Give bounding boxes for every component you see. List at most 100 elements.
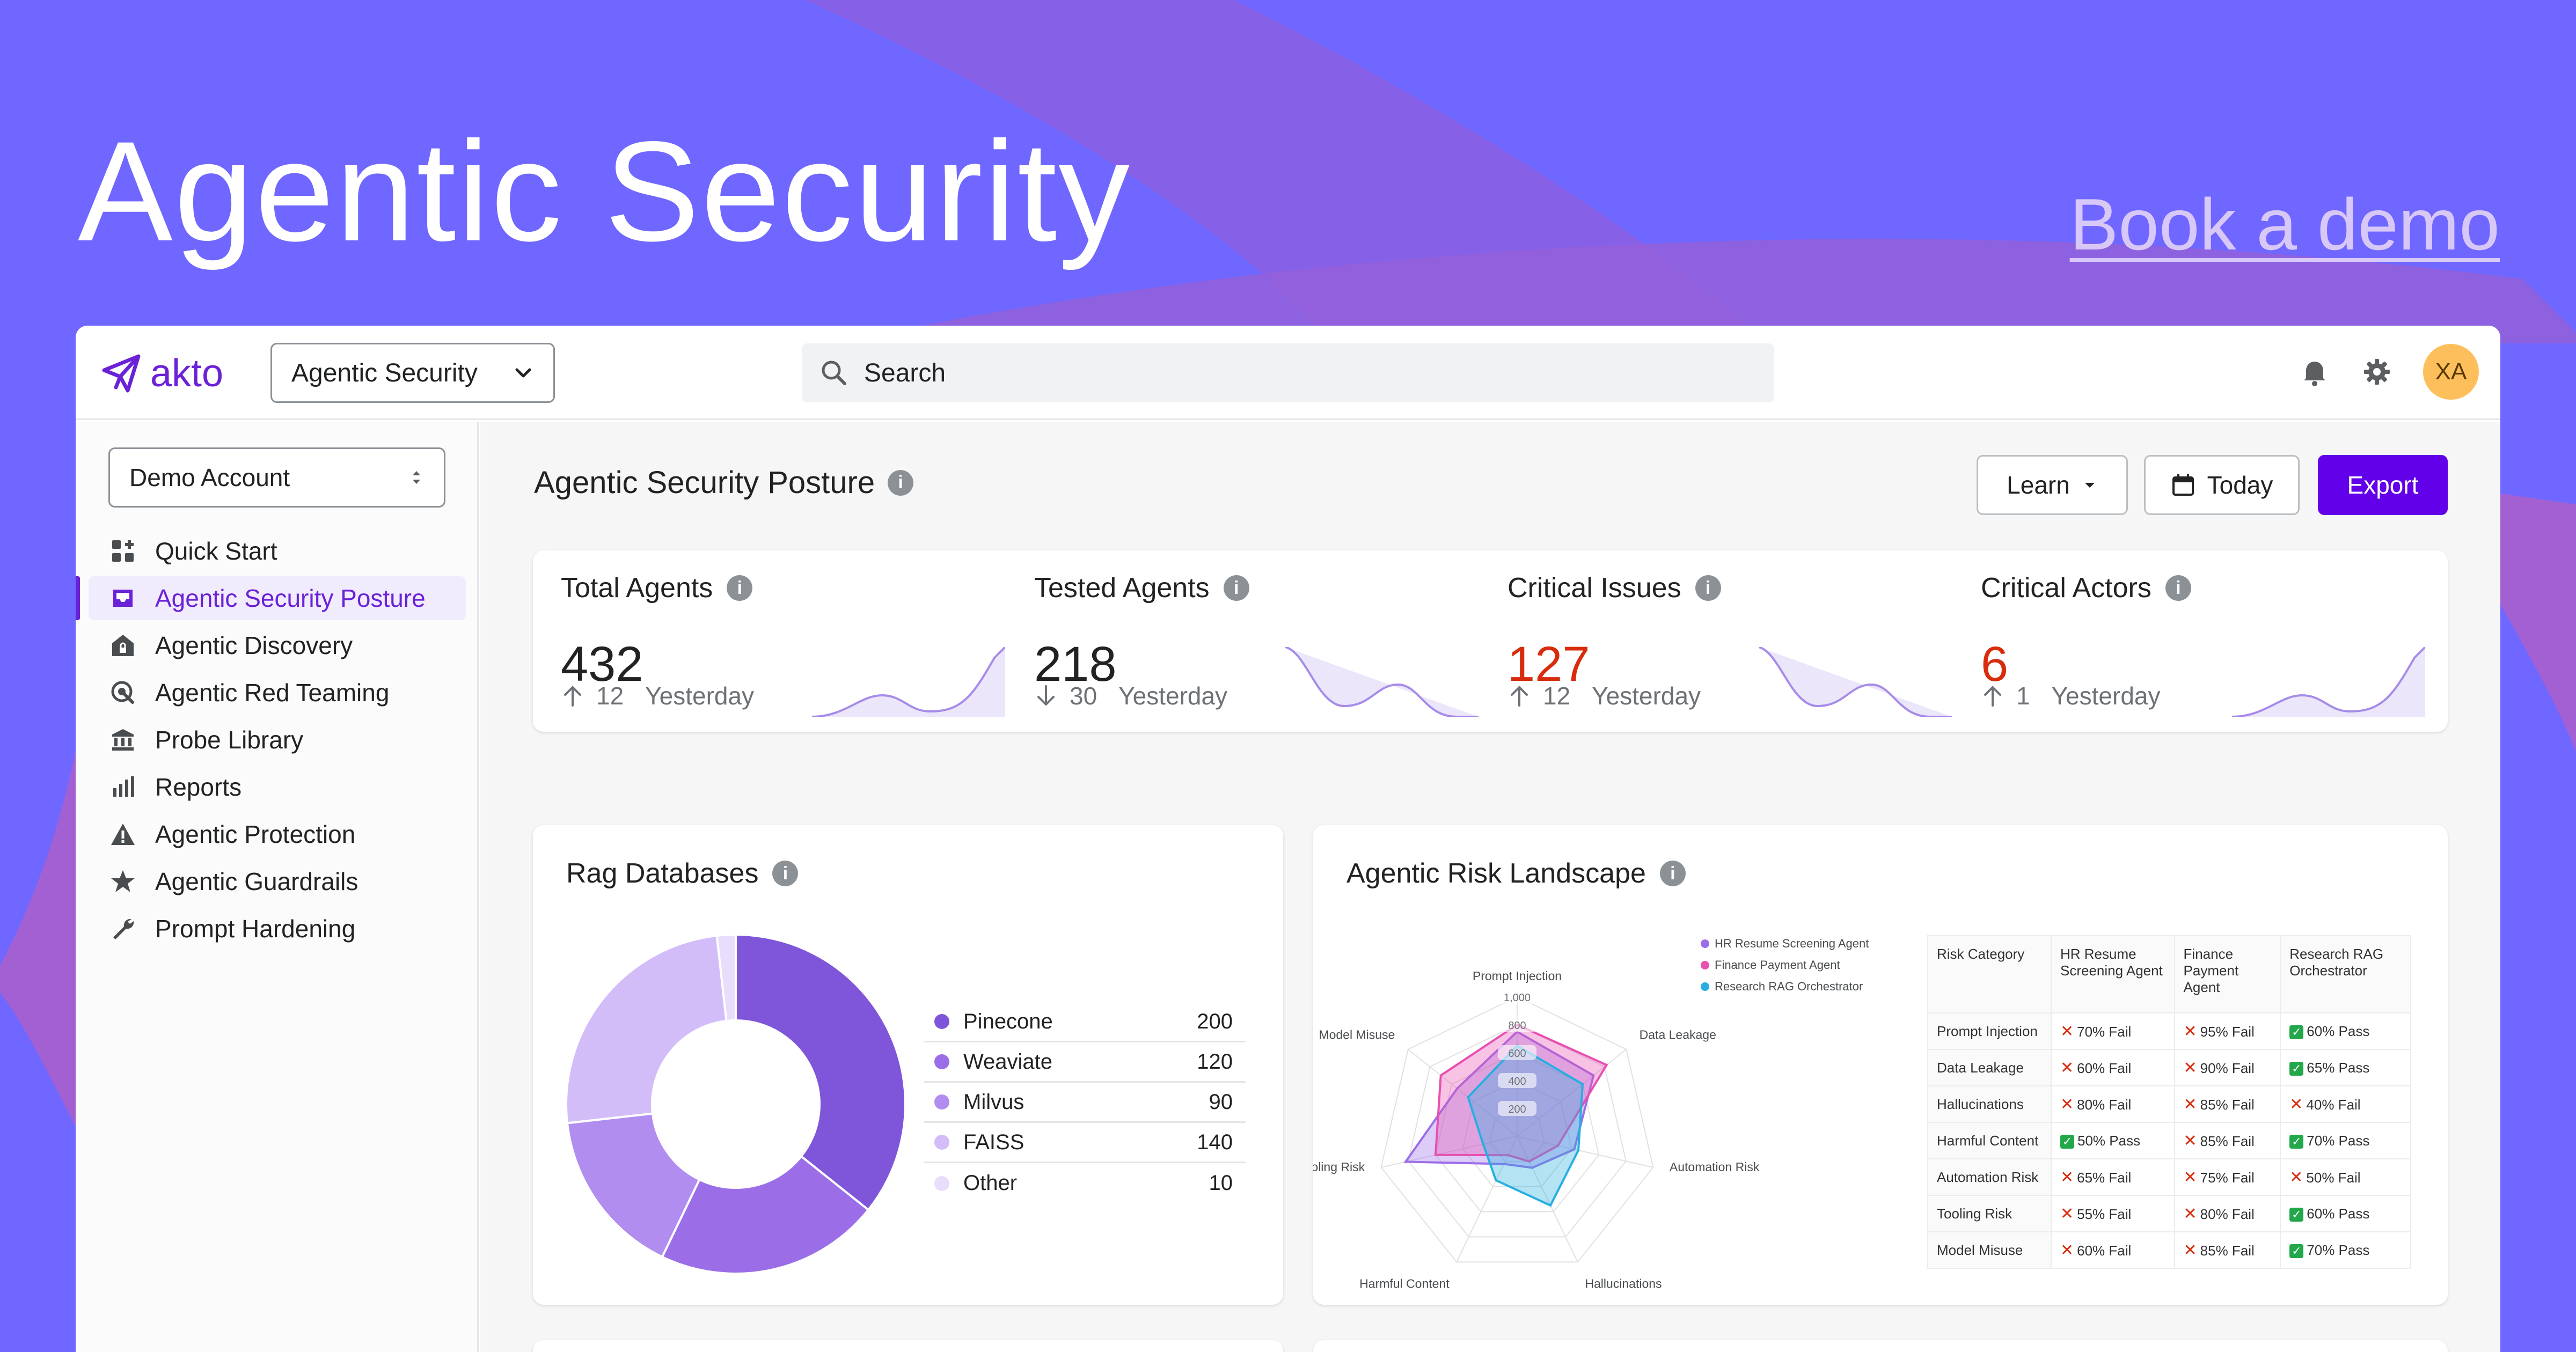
stat-critical-actors: Critical Actors i 6 1 Yesterday — [1953, 550, 2425, 732]
sidebar-item-agentic-security-posture[interactable]: Agentic Security Posture — [76, 576, 466, 620]
legend-value: 140 — [1197, 1130, 1233, 1154]
stat-delta-period: Yesterday — [1118, 682, 1228, 710]
arrow-up-icon — [564, 686, 581, 707]
info-icon[interactable]: i — [1659, 861, 1686, 886]
fail-x-icon: ✕ — [2289, 1168, 2303, 1186]
radar-spoke — [1408, 1049, 1518, 1137]
card-title: Rag Databases i — [566, 857, 799, 890]
risk-result-cell: ✓ 65% Pass — [2280, 1049, 2411, 1086]
radar-spoke — [1517, 1136, 1653, 1168]
risk-result-text: 70% Fail — [2077, 1023, 2132, 1040]
date-picker-button[interactable]: Today — [2144, 455, 2300, 515]
risk-category-cell: Harmful Content — [1927, 1122, 2052, 1159]
book-demo-link[interactable]: Book a demo — [2069, 183, 2500, 265]
donut-slice-other[interactable] — [715, 933, 737, 1023]
sidebar-item-probe-library[interactable]: Probe Library — [89, 718, 466, 762]
search-icon — [822, 361, 846, 385]
arrow-up-icon — [1984, 686, 2001, 707]
avatar[interactable]: XA — [2423, 344, 2479, 400]
bottom-card — [1313, 1340, 2448, 1352]
info-icon[interactable]: i — [1223, 575, 1249, 601]
stat-label-text: Critical Actors — [1981, 572, 2151, 604]
radar-tick-bg — [1498, 1017, 1536, 1032]
search-input[interactable]: Search — [802, 343, 1774, 402]
sidebar-item-label: Agentic Protection — [155, 820, 356, 848]
account-select-value: Demo Account — [129, 464, 290, 491]
stat-value: 6 — [1981, 637, 2009, 692]
risk-result-text: 40% Fail — [2306, 1096, 2361, 1113]
sidebar-item-label: Agentic Guardrails — [155, 868, 358, 895]
fail-x-icon: ✕ — [2183, 1022, 2197, 1040]
legend-item: FAISS 140 — [924, 1123, 1246, 1163]
product-select[interactable]: Agentic Security — [270, 343, 555, 403]
radar-tick-bg — [1498, 1101, 1536, 1116]
fail-x-icon: ✕ — [2060, 1204, 2074, 1223]
fail-x-icon: ✕ — [2183, 1059, 2197, 1077]
risk-result-text: 55% Fail — [2077, 1206, 2132, 1222]
sparkline — [1285, 647, 1479, 717]
donut-slice-milvus[interactable] — [566, 1112, 701, 1259]
info-icon[interactable]: i — [1695, 575, 1721, 601]
risk-result-cell: ✕ 70% Fail — [2051, 1012, 2175, 1050]
risk-result-text: 85% Fail — [2200, 1133, 2255, 1149]
sidebar-item-label: Agentic Security Posture — [155, 584, 426, 612]
info-icon[interactable]: i — [888, 469, 914, 496]
sidebar-item-quick-start[interactable]: Quick Start — [89, 529, 466, 573]
info-icon[interactable]: i — [727, 575, 753, 601]
pass-check-icon: ✓ — [2060, 1134, 2074, 1149]
card-title: Agentic Risk Landscape i — [1346, 857, 1686, 890]
legend-name: FAISS — [963, 1130, 1024, 1154]
legend-name: Pinecone — [963, 1009, 1053, 1033]
risk-result-text: 95% Fail — [2200, 1023, 2255, 1040]
column-header: Finance Payment Agent — [2174, 935, 2281, 1013]
radar-axis-label: Harmful Content — [1359, 1276, 1450, 1290]
fail-x-icon: ✕ — [2060, 1059, 2074, 1077]
radar-series-2[interactable] — [1467, 1044, 1584, 1207]
sidebar-item-agentic-red-teaming[interactable]: Agentic Red Teaming — [89, 671, 466, 715]
pass-check-icon: ✓ — [2289, 1207, 2304, 1222]
main-content: Agentic Security Posture i Learn Today E… — [480, 422, 2500, 1352]
risk-category-cell: Automation Risk — [1927, 1158, 2052, 1196]
risk-result-text: 65% Fail — [2077, 1169, 2132, 1186]
info-icon[interactable]: i — [772, 861, 799, 886]
sidebar-item-agentic-protection[interactable]: Agentic Protection — [89, 812, 466, 856]
risk-result-cell: ✕ 85% Fail — [2174, 1122, 2281, 1159]
legend-swatch — [934, 1135, 949, 1150]
pass-check-icon: ✓ — [2289, 1025, 2304, 1039]
bar-chart-icon — [109, 773, 137, 801]
sidebar-item-agentic-guardrails[interactable]: Agentic Guardrails — [89, 859, 466, 903]
donut-slice-pinecone[interactable] — [735, 933, 906, 1211]
app-window: akto Agentic Security Search — [76, 326, 2500, 1352]
sidebar-item-prompt-hardening[interactable]: Prompt Hardening — [89, 907, 466, 951]
gear-icon[interactable] — [2361, 356, 2393, 388]
export-button[interactable]: Export — [2318, 455, 2448, 515]
donut-slice-weaviate[interactable] — [661, 1155, 870, 1275]
sidebar-item-agentic-discovery[interactable]: Agentic Discovery — [89, 623, 466, 667]
learn-button[interactable]: Learn — [1977, 455, 2128, 515]
paper-plane-icon — [102, 354, 141, 393]
fail-x-icon: ✕ — [2060, 1168, 2074, 1186]
radar-axis-label: Hallucinations — [1585, 1276, 1662, 1290]
brand-logo[interactable]: akto — [100, 351, 223, 395]
legend-value: 10 — [1209, 1171, 1233, 1195]
sparkline — [812, 647, 1005, 717]
donut-slice-faiss[interactable] — [565, 934, 728, 1125]
pass-check-icon: ✓ — [2289, 1061, 2304, 1076]
stat-value: 127 — [1507, 637, 1590, 692]
sidebar-item-reports[interactable]: Reports — [89, 765, 466, 809]
page-title: Agentic Security Posture i — [534, 465, 914, 501]
info-icon[interactable]: i — [2165, 575, 2191, 601]
fail-x-icon: ✕ — [2183, 1131, 2197, 1150]
fail-x-icon: ✕ — [2060, 1095, 2074, 1113]
top-icons: XA — [2299, 344, 2479, 400]
bell-icon[interactable] — [2299, 356, 2331, 388]
card-title-text: Agentic Risk Landscape — [1346, 858, 1646, 889]
radar-legend-swatch — [1701, 982, 1709, 991]
stat-value: 218 — [1034, 637, 1117, 692]
arrow-down-icon — [1037, 685, 1055, 706]
account-select[interactable]: Demo Account — [108, 447, 445, 508]
risk-result-text: 65% Pass — [2307, 1059, 2370, 1076]
radar-series-0[interactable] — [1403, 1030, 1595, 1169]
pass-check-icon: ✓ — [2289, 1244, 2304, 1258]
